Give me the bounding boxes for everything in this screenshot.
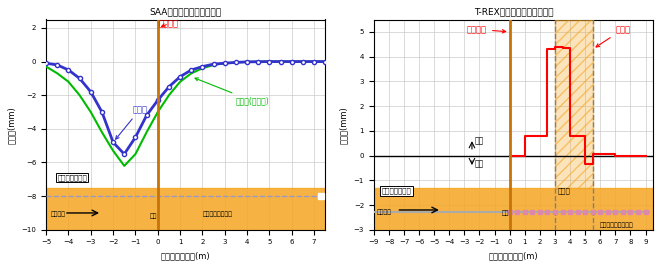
Text: 切羽先行沈下計測: 切羽先行沈下計測 [203,212,232,217]
Bar [555,19,593,188]
Text: 切羽位置: 切羽位置 [467,25,506,34]
Text: 掘削方向: 掘削方向 [51,212,65,217]
Text: 切羽: 切羽 [150,213,157,219]
Text: 伸長: 伸長 [475,136,484,145]
Bar [555,19,593,188]
Text: 管理線(予測値): 管理線(予測値) [195,78,270,106]
Bar [46,188,325,230]
Y-axis label: 沈下量(mm): 沈下量(mm) [7,106,16,144]
Text: 計測値: 計測値 [596,25,630,47]
Text: 切羽: 切羽 [502,210,510,216]
Text: 計測値: 計測値 [115,105,147,139]
Text: 切羽押出し変位計測: 切羽押出し変位計測 [600,223,634,228]
Y-axis label: 変位量(mm): 変位量(mm) [339,106,348,144]
Text: 圧縮: 圧縮 [475,160,484,169]
Text: 軟弱層: 軟弱層 [558,188,571,194]
Text: 掘削方向: 掘削方向 [377,209,392,215]
Bar [374,188,653,230]
Title: T-REXによる変位分布データ: T-REXによる変位分布データ [474,7,553,16]
Text: 計測レイアウト: 計測レイアウト [57,174,87,181]
X-axis label: 切羽からの距離(m): 切羽からの距離(m) [488,251,539,260]
Text: 切羽位置: 切羽位置 [159,19,179,28]
X-axis label: 切羽からの距離(m): 切羽からの距離(m) [161,251,211,260]
Title: SAAによる沈下分布データ: SAAによる沈下分布データ [150,7,222,16]
Text: 計測レイアウト: 計測レイアウト [381,188,411,194]
